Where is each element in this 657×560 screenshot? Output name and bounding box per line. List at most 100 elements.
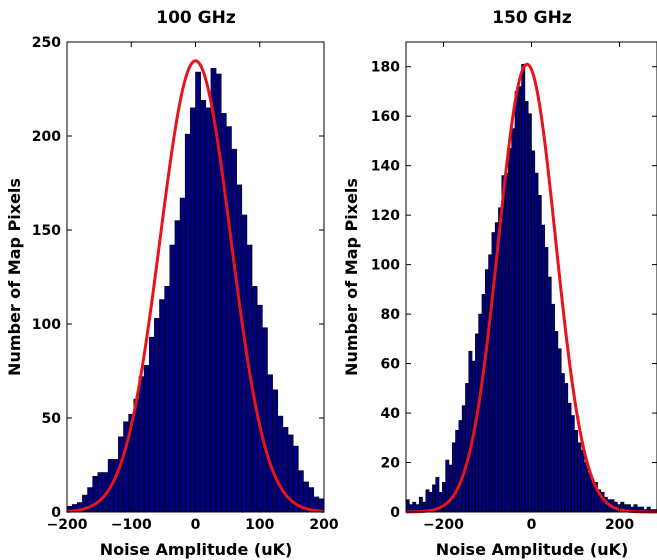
histogram-bar [481, 294, 486, 513]
histogram-bar [521, 63, 526, 513]
histogram-bar [241, 214, 248, 513]
histogram-bar [564, 383, 569, 513]
histogram-bar [236, 184, 243, 513]
x-tick-label: 200 [605, 517, 634, 533]
histogram-bar [195, 71, 201, 513]
histogram-bar [498, 207, 503, 513]
y-tick-label: 120 [371, 208, 400, 224]
histogram-bar [425, 489, 430, 513]
histogram-bar [205, 107, 212, 513]
histogram-bar [547, 276, 552, 513]
y-tick-label: 250 [32, 35, 61, 51]
histogram-bar [256, 304, 263, 513]
histogram-bar [174, 220, 181, 513]
histogram-bar [190, 107, 196, 513]
histogram-bar [560, 373, 565, 513]
histogram-bar [148, 336, 155, 513]
histogram-bar [557, 348, 562, 513]
histogram-bar [97, 472, 104, 513]
histogram-bar [587, 472, 592, 513]
histogram-bar [504, 172, 509, 513]
histogram-bars [405, 63, 657, 513]
y-tick-label: 150 [32, 223, 61, 239]
y-tick-label: 60 [381, 357, 401, 373]
histogram-bar [184, 133, 191, 513]
histogram-bar [169, 244, 176, 513]
x-tick-label: −100 [111, 517, 152, 533]
y-axis-label: Number of Map Pixels [5, 178, 24, 376]
histogram-bar [159, 299, 165, 513]
histogram-bar [231, 148, 237, 513]
x-tick-label: 200 [309, 517, 338, 533]
histogram-bar [112, 459, 119, 513]
histogram-bar [517, 86, 522, 513]
y-tick-label: 40 [381, 406, 401, 422]
histogram-bar [554, 331, 559, 513]
histogram-bar [272, 389, 279, 513]
y-tick-label: 80 [381, 307, 401, 323]
x-tick-label: −200 [47, 517, 88, 533]
histogram-bar [567, 402, 572, 513]
chart-title: 150 GHz [492, 8, 572, 28]
x-tick-label: 0 [527, 517, 537, 533]
histogram-bar [484, 269, 489, 513]
histogram-bar [531, 150, 536, 513]
y-tick-label: 0 [51, 505, 61, 521]
y-tick-label: 140 [371, 159, 400, 175]
axis-ticks: −200 0 200 0 20 40 60 80 100 120 140 160 180 [371, 42, 657, 533]
histogram-bar [282, 427, 289, 513]
axis-ticks: −200 −100 0 100 200 0 50 100 150 200 250 [32, 35, 339, 533]
x-tick-label: 0 [191, 517, 201, 533]
gaussian-fit-curve [405, 62, 657, 514]
histogram-bar [468, 350, 473, 513]
y-tick-label: 200 [32, 129, 61, 145]
histogram-bar [164, 286, 171, 513]
histogram-bar [527, 113, 532, 513]
histogram-bar [544, 247, 549, 513]
y-tick-label: 180 [371, 60, 400, 76]
histogram-bar [580, 449, 585, 513]
histogram-bar [455, 430, 460, 513]
histogram-bar [501, 175, 506, 513]
histogram-bar [277, 415, 284, 513]
x-tick-label: 100 [245, 517, 274, 533]
y-tick-label: 50 [42, 411, 62, 427]
y-tick-label: 100 [32, 317, 61, 333]
histogram-bar [541, 224, 546, 513]
histogram-bar [465, 383, 470, 513]
histogram-bar [511, 128, 516, 513]
histogram-bar [551, 303, 555, 513]
y-tick-label: 160 [371, 109, 400, 125]
histogram-bar [179, 197, 186, 513]
histogram-bars [66, 68, 325, 513]
histogram-bar [508, 148, 512, 513]
histogram-bar [461, 405, 466, 513]
histogram-bar [138, 376, 145, 513]
histogram-bar [226, 126, 232, 513]
y-tick-label: 0 [390, 505, 400, 521]
histogram-bar [537, 195, 542, 513]
y-tick-label: 20 [381, 456, 401, 472]
x-axis-label: Noise Amplitude (uK) [100, 540, 293, 559]
histogram-bar [577, 442, 582, 513]
histogram-bar [458, 420, 463, 513]
histogram-bar [451, 442, 456, 513]
histogram-bar [143, 365, 150, 513]
histogram-bar [570, 415, 575, 513]
y-tick-label: 100 [371, 258, 400, 274]
chart-150ghz: 150 GHz −200 0 200 0 20 40 60 80 100 120 140 160 180… [342, 8, 657, 559]
histogram-bar [267, 374, 273, 513]
histogram-bar [534, 172, 539, 513]
histogram-bar [118, 436, 124, 513]
histogram-bar [154, 318, 160, 513]
gaussian-fit-curve [66, 59, 325, 513]
chart-title: 100 GHz [156, 8, 236, 28]
histogram-bar [448, 464, 453, 513]
histogram-bar [574, 430, 579, 513]
chart-100ghz: 100 GHz −200 −100 0 100 200 0 50 100 150 200 250 N… [5, 8, 339, 559]
x-tick-label: −200 [423, 517, 464, 533]
histogram-bar [584, 462, 588, 513]
x-axis-label: Noise Amplitude (uK) [436, 540, 629, 559]
histogram-bar [514, 91, 519, 513]
